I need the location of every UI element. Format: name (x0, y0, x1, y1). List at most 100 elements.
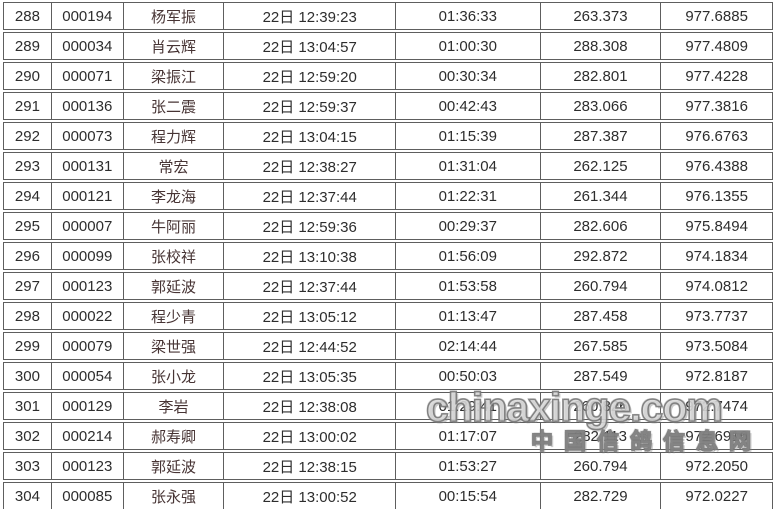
clock-time-cell: 22日 12:59:20 (224, 63, 396, 89)
rank-cell: 288 (4, 3, 52, 29)
fancier-name-cell: 张校祥 (124, 243, 225, 269)
interval-cell: 01:53:27 (396, 453, 541, 479)
speed-cell: 973.7737 (685, 307, 748, 325)
ring-number-cell: 000123 (52, 273, 124, 299)
ring-number-cell: 000194 (52, 3, 124, 29)
distance-cell: 263.373 (541, 3, 662, 29)
speed-cell: 977.4809 (685, 37, 748, 55)
table-row: 297 000123 郭延波 22日 12:37:44 01:53:58 260… (3, 272, 773, 300)
table-row: 293 000131 常宏 22日 12:38:27 01:31:04 262.… (3, 152, 773, 180)
rank-cell: 292 (4, 123, 52, 149)
ring-number-cell: 000085 (52, 483, 124, 509)
fancier-name-cell: 肖云辉 (124, 33, 225, 59)
clock-time-cell: 22日 13:04:15 (224, 123, 396, 149)
clock-time-cell: 22日 12:39:23 (224, 3, 396, 29)
distance-cell: 282.606 (541, 213, 662, 239)
table-row: 295 000007 牛阿丽 22日 12:59:36 00:29:37 282… (3, 212, 773, 240)
ring-number-cell: 000007 (52, 213, 124, 239)
speed-cell: 977.6885 (685, 7, 748, 25)
rank-cell: 302 (4, 423, 52, 449)
interval-cell: 01:56:09 (396, 243, 541, 269)
rank-cell: 304 (4, 483, 52, 509)
speed-cell: 972.0227 (685, 487, 748, 505)
table-row: 290 000071 梁振江 22日 12:59:20 00:30:34 282… (3, 62, 773, 90)
table-row: 303 000123 郭延波 22日 12:38:15 01:53:27 260… (3, 452, 773, 480)
clock-time-cell: 22日 13:04:57 (224, 33, 396, 59)
clock-time-cell: 22日 12:37:44 (224, 273, 396, 299)
ring-number-cell: 000214 (52, 423, 124, 449)
rank-cell: 291 (4, 93, 52, 119)
speed-cell: 976.6763 (685, 127, 748, 145)
table-row: 298 000022 程少青 22日 13:05:12 01:13:47 287… (3, 302, 773, 330)
distance-cell: 260.826 (541, 393, 662, 419)
clock-time-cell: 22日 12:44:52 (224, 333, 396, 359)
fancier-name-cell: 牛阿丽 (124, 213, 225, 239)
distance-cell: 282.113 (541, 423, 662, 449)
interval-cell: 00:15:54 (396, 483, 541, 509)
interval-cell: 01:53:58 (396, 273, 541, 299)
speed-cell: 972.6916 (685, 427, 748, 445)
fancier-name-cell: 程少青 (124, 303, 225, 329)
ring-number-cell: 000071 (52, 63, 124, 89)
ring-number-cell: 000131 (52, 153, 124, 179)
fancier-name-cell: 张永强 (124, 483, 225, 509)
speed-cell: 975.8494 (685, 217, 748, 235)
rank-cell: 297 (4, 273, 52, 299)
distance-cell: 287.458 (541, 303, 662, 329)
fancier-name-cell: 杨军振 (124, 3, 225, 29)
fancier-name-cell: 郭延波 (124, 453, 225, 479)
ring-number-cell: 000121 (52, 183, 124, 209)
interval-cell: 01:00:30 (396, 33, 541, 59)
fancier-name-cell: 李龙海 (124, 183, 225, 209)
interval-cell: 01:31:04 (396, 153, 541, 179)
speed-cell: 977.4228 (685, 67, 748, 85)
results-table: 288 000194 杨军振 22日 12:39:23 01:36:33 263… (3, 2, 773, 509)
ring-number-cell: 000022 (52, 303, 124, 329)
speed-cell: 977.3816 (685, 97, 748, 115)
speed-cell: 974.0812 (685, 277, 748, 295)
speed-cell: 972.8187 (685, 367, 748, 385)
fancier-name-cell: 李岩 (124, 393, 225, 419)
interval-cell: 01:22:31 (396, 183, 541, 209)
speed-cell: 972.7474 (685, 397, 748, 415)
distance-cell: 267.585 (541, 333, 662, 359)
fancier-name-cell: 郝寿卿 (124, 423, 225, 449)
clock-time-cell: 22日 13:00:52 (224, 483, 396, 509)
rank-cell: 290 (4, 63, 52, 89)
speed-cell: 974.1834 (685, 247, 748, 265)
table-row: 294 000121 李龙海 22日 12:37:44 01:22:31 261… (3, 182, 773, 210)
clock-time-cell: 22日 12:38:27 (224, 153, 396, 179)
distance-cell: 282.729 (541, 483, 662, 509)
distance-cell: 283.066 (541, 93, 662, 119)
ring-number-cell: 000073 (52, 123, 124, 149)
fancier-name-cell: 郭延波 (124, 273, 225, 299)
speed-cell: 972.2050 (685, 457, 748, 475)
ring-number-cell: 000079 (52, 333, 124, 359)
interval-cell: 01:15:39 (396, 123, 541, 149)
distance-cell: 260.794 (541, 453, 662, 479)
ring-number-cell: 000034 (52, 33, 124, 59)
ring-number-cell: 000129 (52, 393, 124, 419)
speed-cell: 976.1355 (685, 187, 748, 205)
clock-time-cell: 22日 12:38:15 (224, 453, 396, 479)
distance-cell: 287.549 (541, 363, 662, 389)
table-row: 304 000085 张永强 22日 13:00:52 00:15:54 282… (3, 482, 773, 509)
rank-cell: 299 (4, 333, 52, 359)
clock-time-cell: 22日 12:59:36 (224, 213, 396, 239)
clock-time-cell: 22日 12:38:08 (224, 393, 396, 419)
rank-cell: 303 (4, 453, 52, 479)
ring-number-cell: 000054 (52, 363, 124, 389)
clock-time-cell: 22日 13:00:02 (224, 423, 396, 449)
interval-cell: 00:50:03 (396, 363, 541, 389)
table-row: 288 000194 杨军振 22日 12:39:23 01:36:33 263… (3, 2, 773, 30)
clock-time-cell: 22日 13:05:12 (224, 303, 396, 329)
fancier-name-cell: 程力辉 (124, 123, 225, 149)
table-row: 301 000129 李岩 22日 12:38:08 01:29:41 260.… (3, 392, 773, 420)
fancier-name-cell: 张二震 (124, 93, 225, 119)
distance-cell: 282.801 (541, 63, 662, 89)
speed-cell: 973.5084 (685, 337, 748, 355)
interval-cell: 00:30:34 (396, 63, 541, 89)
table-row: 296 000099 张校祥 22日 13:10:38 01:56:09 292… (3, 242, 773, 270)
interval-cell: 01:17:07 (396, 423, 541, 449)
